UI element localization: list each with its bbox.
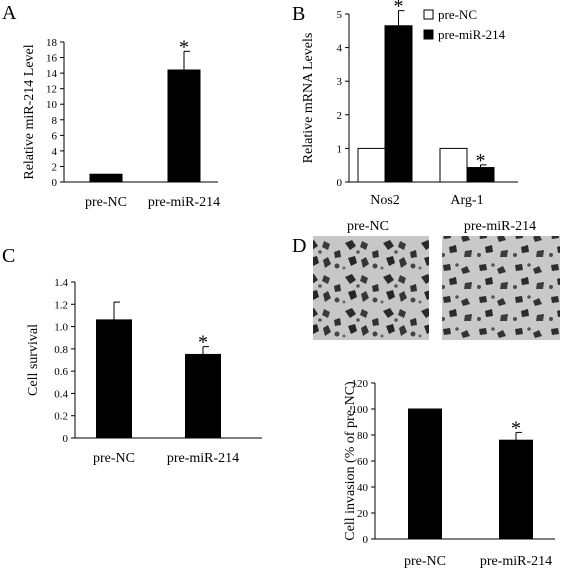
panel-letter: A (2, 2, 17, 24)
bar (167, 69, 201, 183)
bar (384, 25, 413, 183)
significance-marker: * (394, 0, 404, 18)
y-tick-label: 5 (337, 9, 343, 21)
x-tick-label: pre-NC (85, 195, 127, 210)
y-axis-label: Relative mRNA Levels (301, 33, 316, 164)
micrograph-pre-nc (313, 236, 429, 340)
bar (357, 147, 386, 183)
y-tick-label: 60 (357, 456, 369, 468)
x-tick-label: Nos2 (370, 193, 400, 208)
legend: pre-NC pre-miR-214 (423, 7, 506, 42)
y-tick-label: 20 (357, 508, 369, 520)
y-tick-label: 18 (46, 37, 58, 49)
y-tick-label: 1.2 (54, 299, 68, 311)
bar (439, 147, 468, 183)
significance-marker: * (179, 36, 189, 58)
bar (89, 173, 123, 183)
y-tick-label: 80 (357, 430, 369, 442)
y-tick-label: 0.6 (54, 366, 68, 378)
y-tick-label: 0 (363, 534, 369, 546)
legend-label: pre-NC (438, 7, 477, 22)
y-axis-label: Relative miR-214 Level (22, 44, 37, 179)
y-tick-label: 0 (52, 177, 58, 189)
y-tick-label: 0 (63, 433, 69, 445)
y-tick-label: 1.0 (54, 322, 68, 334)
y-tick-label: 3 (337, 76, 343, 88)
bar (499, 439, 533, 540)
micrograph-pre-mir-214 (442, 236, 560, 340)
x-tick-label: pre-miR-214 (480, 554, 552, 569)
y-tick-label: 2 (337, 110, 343, 122)
y-tick-label: 6 (52, 130, 58, 142)
panel-letter: B (292, 3, 305, 25)
y-axis-label: Cell invasion (% of pre-NC) (343, 381, 358, 541)
y-tick-label: 0.4 (54, 388, 68, 400)
y-tick-label: 4 (337, 43, 343, 55)
significance-marker: * (476, 150, 486, 172)
x-tick-label: pre-miR-214 (167, 451, 239, 466)
y-tick-label: 8 (52, 115, 58, 127)
x-tick-label: Arg-1 (450, 193, 483, 208)
x-tick-label: pre-miR-214 (148, 195, 220, 210)
chart-panel-a: A 0 2 4 6 8 10 12 14 16 18 Relative miR-214 Level * p… (2, 2, 220, 210)
y-tick-label: 1 (337, 143, 343, 155)
y-tick-label: 14 (46, 68, 58, 80)
y-tick-label: 12 (46, 84, 57, 96)
x-tick-label: pre-NC (93, 451, 135, 466)
bar (185, 353, 221, 439)
x-tick-label: pre-NC (404, 554, 446, 569)
y-tick-label: 0 (337, 177, 343, 189)
panel-letter: D (292, 235, 306, 257)
significance-marker: * (198, 332, 208, 354)
legend-swatch (423, 9, 434, 20)
y-tick-label: 16 (46, 53, 58, 65)
y-tick-label: 0.8 (54, 344, 68, 356)
bar (408, 408, 442, 540)
chart-panel-b: B 0 1 2 3 4 5 Relative mRNA Levels * * Nos2 Arg-1 pr… (292, 0, 518, 208)
panel-letter: C (2, 245, 15, 267)
legend-swatch (423, 29, 434, 40)
chart-panel-c: C 0 0.2 0.4 0.6 0.8 1.0 1.2 1.4 Cell survival * pre… (2, 245, 262, 466)
micrograph-label: pre-miR-214 (464, 219, 536, 234)
y-axis-label: Cell survival (26, 324, 41, 396)
y-tick-label: 2 (52, 161, 58, 173)
y-tick-label: 100 (352, 404, 369, 416)
y-tick-label: 0.2 (54, 411, 68, 423)
significance-marker: * (511, 417, 521, 439)
y-tick-label: 10 (46, 99, 58, 111)
legend-label: pre-miR-214 (438, 27, 506, 42)
y-tick-label: 120 (352, 378, 369, 390)
y-tick-label: 4 (52, 146, 58, 158)
y-tick-label: 1.4 (54, 277, 68, 289)
bar (96, 319, 132, 439)
micrograph-label: pre-NC (347, 219, 389, 234)
y-tick-label: 40 (357, 482, 369, 494)
